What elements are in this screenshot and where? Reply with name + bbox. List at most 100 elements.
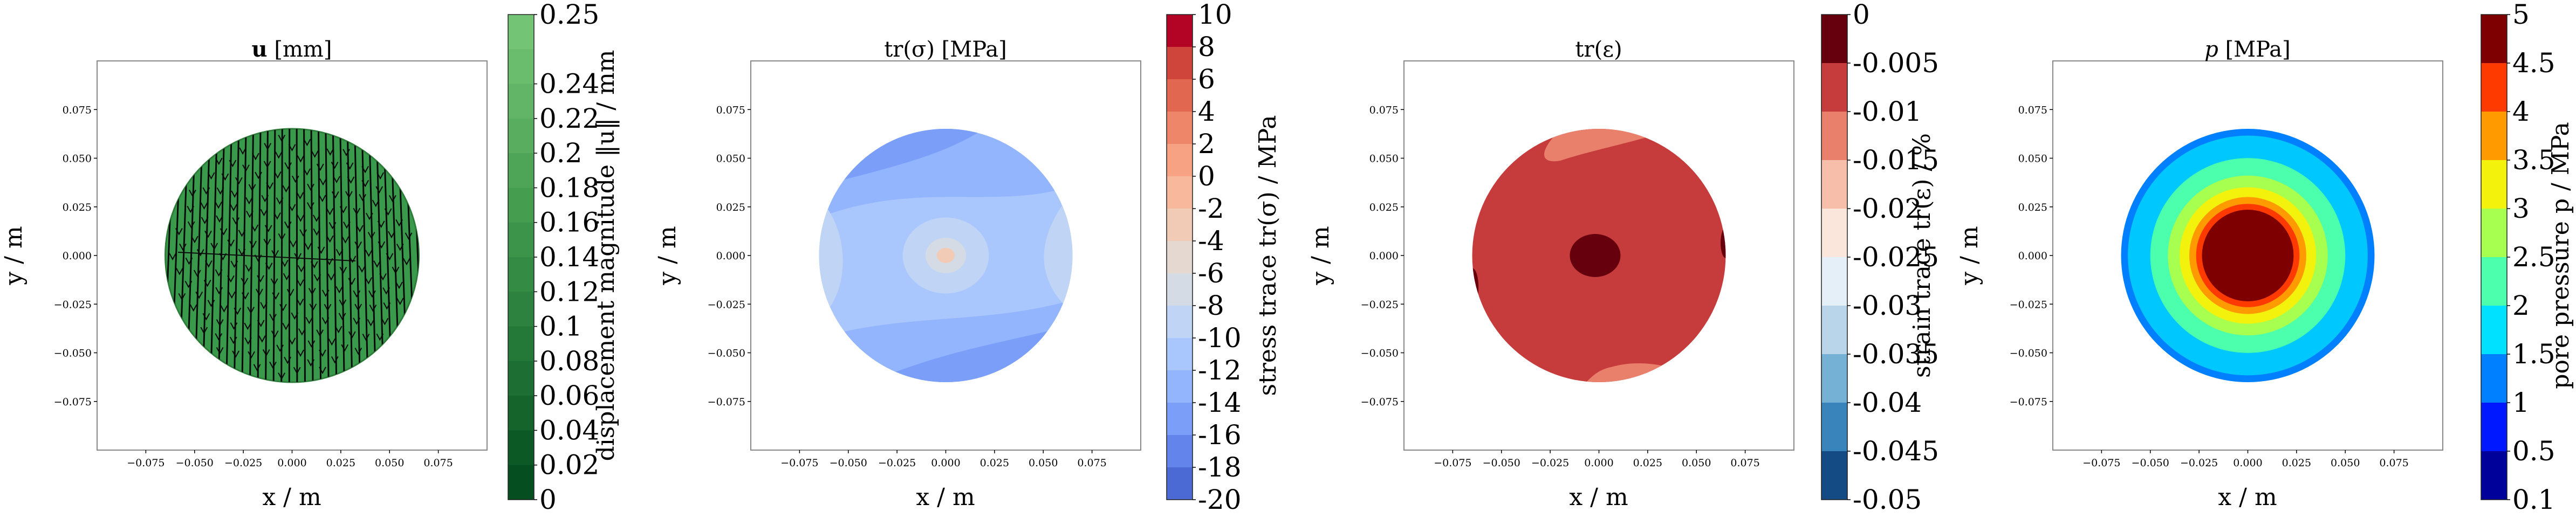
colorbar-band (1821, 63, 1847, 112)
colorbar-tick-label: 0 (539, 484, 557, 515)
panel-title: tr(ε) (1575, 37, 1622, 62)
arrow-head (283, 273, 291, 281)
colorbar-band (1167, 467, 1193, 500)
title-units: [MPa] (2218, 37, 2291, 62)
arrow-head (189, 304, 197, 312)
arrow-head (175, 267, 183, 275)
arrow-head (191, 236, 198, 244)
arrow-head (326, 148, 334, 156)
arrow-head (354, 241, 362, 249)
arrow-head (263, 161, 271, 169)
arrow-head (228, 291, 236, 299)
pressure-ring (2202, 210, 2294, 301)
arrow-head (282, 322, 290, 330)
colorbar-tick-label: -10 (1198, 322, 1242, 354)
arrow-head (204, 230, 212, 238)
colorbar-tick-label: 10 (1198, 0, 1232, 30)
x-tick-label: 0.000 (931, 457, 960, 469)
arrow-head (331, 356, 339, 364)
colorbar-band (1167, 209, 1193, 241)
y-ticks: 0.075 0.050 0.025 0.000 −0.025 −0.050 −0.075 (708, 104, 751, 408)
arrow-head (203, 279, 211, 287)
arrow-head (216, 187, 224, 195)
arrow-head (187, 221, 195, 229)
arrow-head (270, 278, 278, 286)
arrow-head (215, 157, 223, 165)
arrow-shaft (280, 129, 283, 382)
arrow-head (178, 293, 186, 301)
arrow-head (241, 278, 249, 285)
arrow-shaft (346, 129, 353, 382)
arrow-head (245, 265, 253, 272)
arrow-head (308, 288, 316, 295)
arrow-head (216, 319, 224, 327)
colorbar-band (1821, 354, 1847, 403)
y-tick-label: 0.025 (1369, 202, 1399, 213)
arrow-head (324, 303, 332, 312)
arrow-head (253, 364, 261, 371)
arrow-head (215, 333, 223, 341)
x-tick-label: −0.025 (224, 457, 262, 469)
arrow-head (297, 265, 305, 273)
colorbar-band (1167, 112, 1193, 144)
arrow-head (273, 212, 281, 220)
y-tick-label: −0.050 (2010, 348, 2047, 360)
arrow-head (220, 305, 228, 313)
colorbar-band (1167, 370, 1193, 403)
arrow-head (353, 317, 361, 325)
colorbar-tick-label: 4.5 (2512, 47, 2556, 79)
x-tick-label: 0.025 (326, 457, 355, 469)
colorbar-band (1167, 15, 1193, 47)
arrow-head (376, 333, 384, 341)
y-tick-label: −0.025 (1361, 299, 1399, 310)
y-ticks: 0.075 0.050 0.025 0.000 −0.025 −0.050 −0.075 (54, 104, 97, 408)
arrow-head (327, 273, 335, 281)
arrow-head (278, 233, 286, 241)
stress-lobe-left (819, 198, 843, 319)
arrow-head (216, 347, 224, 355)
arrow-head (284, 162, 292, 170)
arrow-head (262, 349, 270, 357)
arrow-head (305, 317, 313, 324)
arrow-head (271, 330, 279, 338)
arrow-head (307, 359, 315, 367)
y-tick-label: 0.000 (2018, 250, 2047, 262)
arrow-head (367, 319, 375, 327)
arrow-head (339, 206, 347, 213)
arrow-head (311, 150, 319, 158)
panel-title: u [mm] (252, 37, 332, 62)
arrow-head (273, 171, 282, 179)
colorbar-label: displacement magnitude ‖u‖ / mm (592, 50, 620, 461)
arrow-head (202, 187, 210, 195)
arrow-head (264, 143, 272, 150)
arrow-head (296, 279, 304, 287)
colorbar-band (508, 361, 534, 396)
arrow-head (296, 299, 304, 306)
colorbar-tick-label: -0.04 (1853, 387, 1922, 418)
colorbar-tick-label: -2 (1198, 193, 1224, 224)
colorbar-band (1821, 306, 1847, 355)
colorbar: 5 4.5 4 3.5 3 2.5 2 1.5 1 0.5 0.1 (2481, 0, 2556, 515)
colorbar-tick-label: 1.5 (2512, 339, 2556, 370)
arrow-head (362, 334, 370, 341)
arrow-head (231, 190, 238, 198)
colorbar-band (1167, 144, 1193, 177)
arrow-head (187, 205, 195, 213)
arrow-head (318, 195, 326, 203)
arrow-shaft (375, 129, 385, 382)
arrow-head (232, 350, 239, 358)
arrow-head (271, 250, 279, 258)
arrow-head (342, 149, 350, 156)
arrow-head (230, 260, 238, 268)
colorbar-band (2481, 354, 2507, 403)
arrow-head (328, 338, 336, 346)
y-tick-label: 0.050 (63, 153, 92, 165)
colorbar-tick-label: 3 (2512, 193, 2530, 224)
arrow-head (276, 344, 284, 352)
arrow-head (179, 243, 187, 251)
arrow-head (396, 243, 404, 251)
arrow-head (356, 225, 364, 233)
arrow-head (229, 160, 237, 168)
colorbar-tick-label: 0.12 (539, 276, 599, 307)
